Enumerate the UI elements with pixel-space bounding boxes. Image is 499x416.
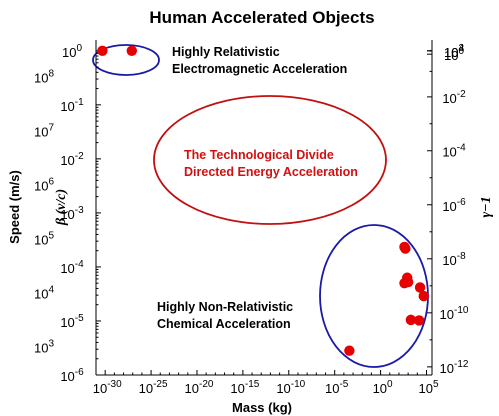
- annotation-relativistic-line-1: Highly Relativistic: [172, 45, 280, 59]
- data-point: [414, 282, 426, 293]
- annotation-relativistic-line-2: Electromagnetic Acceleration: [172, 62, 347, 76]
- y-axis-label-gamma: γ−1: [479, 196, 494, 217]
- gamma-tick-label: 10-10: [440, 305, 469, 322]
- x-tick-label: 10-15: [230, 379, 259, 396]
- speed-tick-label: 105: [34, 231, 54, 248]
- beta-tick-label: 10-5: [60, 313, 84, 330]
- gamma-tick-label: 102: [444, 43, 464, 60]
- data-points: [97, 45, 429, 356]
- ellipse-divide: [153, 95, 387, 225]
- data-point: [126, 45, 138, 57]
- beta-tick-label: 10-6: [60, 367, 84, 384]
- annotation-chemical-line-2: Chemical Acceleration: [157, 317, 291, 331]
- gamma-tick-label: 100: [444, 46, 464, 63]
- data-point: [418, 290, 429, 302]
- speed-tick-label: 108: [34, 69, 54, 86]
- data-point: [413, 315, 425, 326]
- annotation-chemical-line-1: Highly Non-Relativistic: [157, 300, 293, 314]
- axis-ticks: 10-30 10-25 10-20 10-15 10-10 10-5 100 105 10-6 1…: [34, 43, 469, 396]
- x-tick-label: 105: [418, 379, 438, 396]
- y-axis-label-beta: β (v/c): [54, 189, 69, 226]
- speed-tick-label: 107: [34, 123, 54, 140]
- beta-tick-label: 10-3: [60, 205, 84, 222]
- x-axis-label: Mass (kg): [232, 400, 292, 415]
- x-tick-label: 10-30: [93, 379, 122, 396]
- beta-tick-label: 10-4: [60, 259, 84, 276]
- x-tick-label: 10-20: [185, 379, 214, 396]
- data-point: [405, 314, 417, 326]
- x-tick-label: 10-5: [325, 379, 349, 396]
- chart-title: Human Accelerated Objects: [149, 8, 374, 27]
- data-point: [400, 243, 411, 254]
- speed-tick-label: 103: [34, 339, 54, 356]
- ellipse-relativistic: [92, 44, 160, 76]
- annotation-divide-line-2: Directed Energy Acceleration: [184, 165, 358, 179]
- gamma-tick-label: 10-2: [442, 89, 466, 106]
- gamma-tick-label: 10-6: [442, 197, 466, 214]
- beta-tick-label: 10-2: [60, 151, 84, 168]
- gamma-tick-label: 104: [444, 43, 464, 60]
- beta-tick-label: 10-1: [60, 97, 84, 114]
- speed-tick-label: 106: [34, 177, 54, 194]
- speed-tick-label: 104: [34, 285, 54, 302]
- gamma-tick-label: 10-4: [442, 143, 466, 160]
- data-point: [97, 45, 108, 57]
- annotation-divide: The Technological Divide Directed Energy…: [184, 148, 358, 179]
- ellipse-chemical: [319, 224, 429, 368]
- x-tick-label: 10-10: [276, 379, 305, 396]
- annotation-chemical: Highly Non-Relativistic Chemical Acceler…: [157, 300, 293, 331]
- y-axis-label-speed: Speed (m/s): [7, 170, 22, 244]
- x-tick-label: 100: [373, 379, 393, 396]
- x-tick-label: 10-25: [139, 379, 168, 396]
- annotation-divide-line-1: The Technological Divide: [184, 148, 334, 162]
- annotation-relativistic: Highly Relativistic Electromagnetic Acce…: [172, 45, 347, 76]
- plot-frame: [95, 40, 433, 376]
- gamma-tick-label: 10-8: [442, 251, 466, 268]
- data-point: [402, 276, 414, 288]
- data-point: [344, 345, 355, 356]
- beta-tick-label: 100: [62, 43, 82, 60]
- gamma-tick-label: 10-12: [440, 359, 469, 376]
